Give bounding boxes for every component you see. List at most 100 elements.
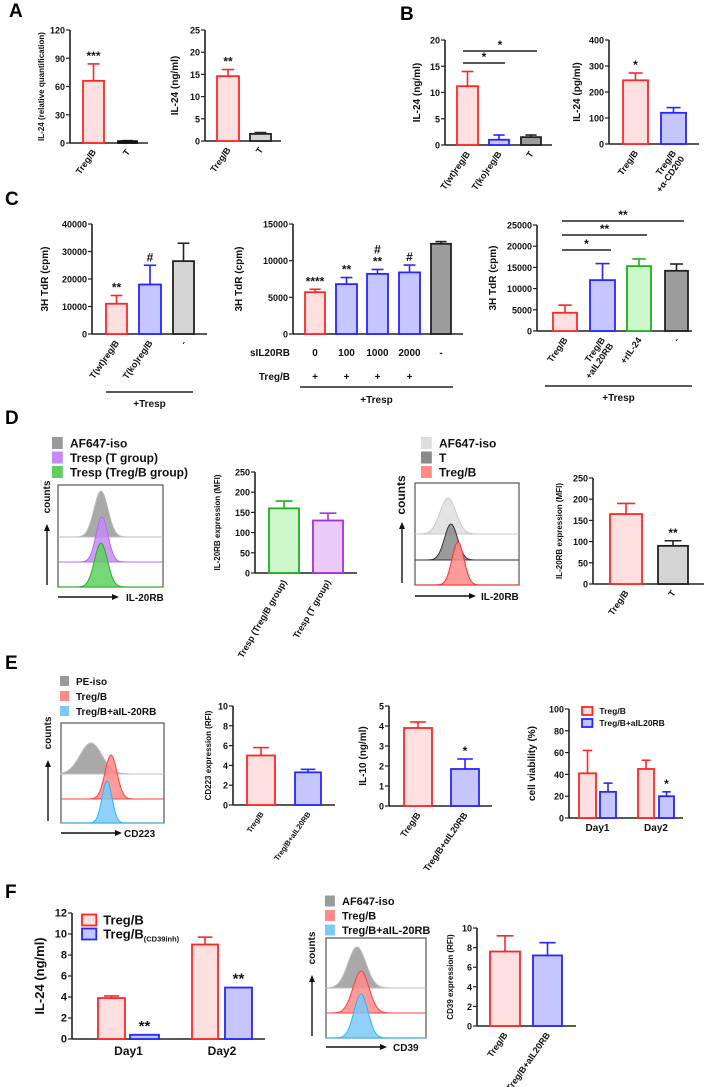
category-label: T(wt)reg/B — [87, 338, 121, 381]
group-label: Day1 — [586, 823, 610, 834]
category-label: - — [178, 338, 188, 346]
y-axis-label: IL-20RB expression (MFI) — [213, 474, 222, 570]
y-tick-label: 50 — [578, 558, 588, 568]
bar — [520, 136, 542, 146]
x-arrowhead — [115, 830, 122, 836]
chart-b2: 0 100 200 300 400 IL-24 (pg/ml) * Treg/B Treg/B+… — [572, 36, 699, 194]
legend-swatch — [421, 437, 432, 449]
legend-label: Treg/B+aIL-20RB — [342, 925, 430, 937]
x-arrowhead — [112, 594, 119, 600]
legend-label: Tresp (T group) — [70, 451, 158, 465]
bracket-label: ** — [618, 208, 628, 222]
category-label: Treg/B+aIL20RB — [575, 335, 615, 381]
y-tick-label: 1 — [379, 782, 384, 792]
bar — [599, 790, 617, 819]
legend-swatch — [421, 466, 432, 478]
y-tick-label: 10 — [218, 702, 228, 712]
row-cell: + — [312, 372, 318, 383]
category-label: Treg/B — [245, 810, 266, 835]
significance-marker: ** — [223, 55, 233, 69]
significance-marker: **** — [306, 274, 325, 288]
category-label: Treg/B+αIL20RB — [421, 810, 470, 873]
y-tick-label: 250 — [573, 474, 588, 484]
category-label: - — [671, 335, 681, 343]
y-tick-label: 250 — [235, 468, 250, 478]
y-axis-label: counts — [307, 931, 318, 964]
y-tick-label: 40000 — [62, 220, 87, 230]
y-axis-label: IL-24 (pg/ml) — [572, 62, 583, 121]
y-tick-label: 120 — [50, 26, 65, 36]
y-tick-label: 150 — [235, 508, 250, 518]
bar — [172, 260, 195, 335]
legend-swatch — [60, 706, 69, 716]
row-label: sIL20RB — [250, 348, 290, 359]
y-axis-label: counts — [42, 480, 53, 513]
bar — [249, 132, 272, 142]
y-tick-label: 2 — [223, 781, 228, 791]
y-arrowhead — [44, 524, 50, 531]
category-label: Treg/B — [606, 588, 631, 617]
y-tick-label: 80 — [554, 726, 564, 736]
legend-label-subscript: (CD39inh) — [144, 934, 180, 943]
category-label: Tresp (T group) — [291, 578, 333, 640]
y-tick-label: 100 — [573, 537, 588, 547]
bar — [609, 513, 643, 585]
y-tick-label: 15000 — [507, 263, 532, 273]
y-tick-label: 5 — [435, 114, 440, 124]
y-tick-label: 300 — [589, 62, 604, 72]
bar — [450, 768, 480, 807]
y-tick-label: 0 — [195, 137, 200, 147]
y-tick-label: 100 — [549, 705, 564, 715]
x-axis-label: CD39 — [393, 1043, 419, 1054]
significance-marker: ** — [112, 281, 122, 295]
y-tick-label: 6 — [467, 963, 472, 973]
y-tick-label: 0 — [61, 1034, 67, 1046]
significance-marker: ** — [668, 526, 678, 540]
significance-marker: # — [147, 250, 154, 264]
y-tick-label: 4 — [223, 761, 228, 771]
legend-swatch — [52, 437, 63, 449]
bar — [398, 271, 421, 335]
bar — [105, 302, 128, 335]
legend-swatch — [421, 451, 432, 464]
y-axis-label: 3H TdR (cpm) — [234, 247, 245, 312]
row-cell: 2000 — [398, 348, 421, 359]
x-axis-label: IL-20RB — [126, 593, 164, 604]
histogram-peak — [415, 497, 519, 535]
category-label: T(ko)reg/B — [470, 149, 504, 192]
category-label: Treg/B — [398, 810, 423, 839]
panel-label-a: A — [9, 1, 23, 22]
x-arrowhead — [380, 1044, 387, 1050]
significance-marker: ** — [139, 1018, 151, 1035]
y-arrowhead — [309, 975, 315, 982]
y-tick-label: 20 — [554, 792, 564, 802]
y-tick-label: 20000 — [62, 275, 87, 285]
y-tick-label: 10000 — [62, 302, 87, 312]
bar — [129, 1033, 160, 1040]
y-tick-label: 10 — [190, 92, 200, 102]
y-tick-label: 5 — [195, 114, 200, 124]
category-label: Treg/B — [485, 1030, 510, 1059]
y-axis-label: IL-20RB expression (MFI) — [555, 483, 564, 579]
bar — [224, 986, 253, 1040]
category-label: T — [524, 149, 536, 160]
chart-d4: 0 50 100 150 200 250 IL-20RB expression (MFI) *… — [555, 474, 704, 617]
chart-f1: 0 2 4 6 8 10 12 IL-24 (ng/ml) ** ** Day1 Day2 Treg/B… — [32, 908, 265, 1058]
panel-label-b: B — [400, 4, 414, 25]
y-tick-label: 20 — [430, 36, 440, 46]
y-tick-label: 10000 — [263, 256, 288, 266]
panel-label-c: C — [5, 189, 19, 210]
y-axis-label: 3H TdR (cpm) — [40, 247, 51, 312]
bar — [304, 291, 326, 335]
y-tick-label: 0 — [467, 1022, 472, 1032]
significance-marker: # — [406, 250, 413, 264]
category-label: Treg/B+α-CD200 — [646, 148, 687, 194]
y-tick-label: 0 — [82, 330, 87, 340]
legend-label: Treg/B(CD39inh) — [103, 926, 179, 943]
y-tick-label: 100 — [589, 114, 604, 124]
bar — [532, 954, 563, 1027]
chart-e2: 0 2 4 6 8 10 CD223 expression (RFI) Treg/B Treg/… — [204, 702, 335, 862]
bar — [268, 507, 300, 574]
